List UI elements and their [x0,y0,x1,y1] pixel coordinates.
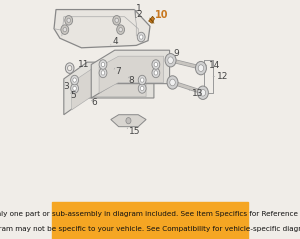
Circle shape [67,18,70,22]
Circle shape [101,71,105,75]
Circle shape [198,65,204,71]
Circle shape [154,62,158,67]
Circle shape [165,54,176,67]
Text: Diagram may not be specific to your vehicle. See Compatibility for vehicle-speci: Diagram may not be specific to your vehi… [0,226,300,232]
Circle shape [126,118,131,124]
Circle shape [99,68,107,78]
Text: 13: 13 [192,89,204,98]
Circle shape [167,76,178,89]
Circle shape [138,75,146,85]
Circle shape [195,61,206,75]
Circle shape [119,27,122,32]
Circle shape [99,60,107,69]
Circle shape [140,78,144,82]
Circle shape [137,32,145,42]
Circle shape [152,68,160,78]
Circle shape [68,65,72,71]
Text: 10: 10 [155,10,169,20]
Circle shape [154,71,158,75]
Polygon shape [111,115,146,127]
Circle shape [138,84,146,93]
Bar [52,202,248,239]
Circle shape [101,62,105,67]
Text: 3: 3 [63,81,69,91]
Circle shape [197,86,208,99]
Circle shape [168,57,173,64]
Circle shape [113,16,121,25]
Text: 14: 14 [209,60,220,70]
Text: Only one part or sub-assembly in diagram included. See Item Specifics for Refere: Only one part or sub-assembly in diagram… [0,211,300,217]
Text: 4: 4 [113,37,118,46]
Circle shape [73,78,76,82]
Text: 11: 11 [77,60,89,69]
Text: 6: 6 [91,98,97,107]
Circle shape [65,63,74,73]
Circle shape [65,16,73,25]
Text: 5: 5 [71,91,76,100]
Polygon shape [91,50,170,98]
Circle shape [200,89,206,96]
Text: 9: 9 [173,49,179,58]
Polygon shape [72,69,146,110]
Circle shape [71,75,79,85]
Text: 8: 8 [128,76,134,85]
Text: 1: 1 [136,4,142,13]
Circle shape [140,86,144,91]
Circle shape [63,27,67,32]
Text: 15: 15 [128,127,140,136]
Polygon shape [54,10,150,48]
Polygon shape [148,16,154,23]
Text: 7: 7 [115,67,121,76]
Circle shape [152,60,160,69]
Polygon shape [64,62,154,115]
Circle shape [140,35,143,39]
Circle shape [115,18,119,22]
Text: 12: 12 [217,72,228,81]
Polygon shape [99,56,164,93]
Circle shape [117,25,124,34]
Circle shape [61,25,69,34]
Circle shape [73,86,76,91]
Circle shape [170,79,175,86]
Text: 2: 2 [136,10,142,19]
Circle shape [71,84,79,93]
